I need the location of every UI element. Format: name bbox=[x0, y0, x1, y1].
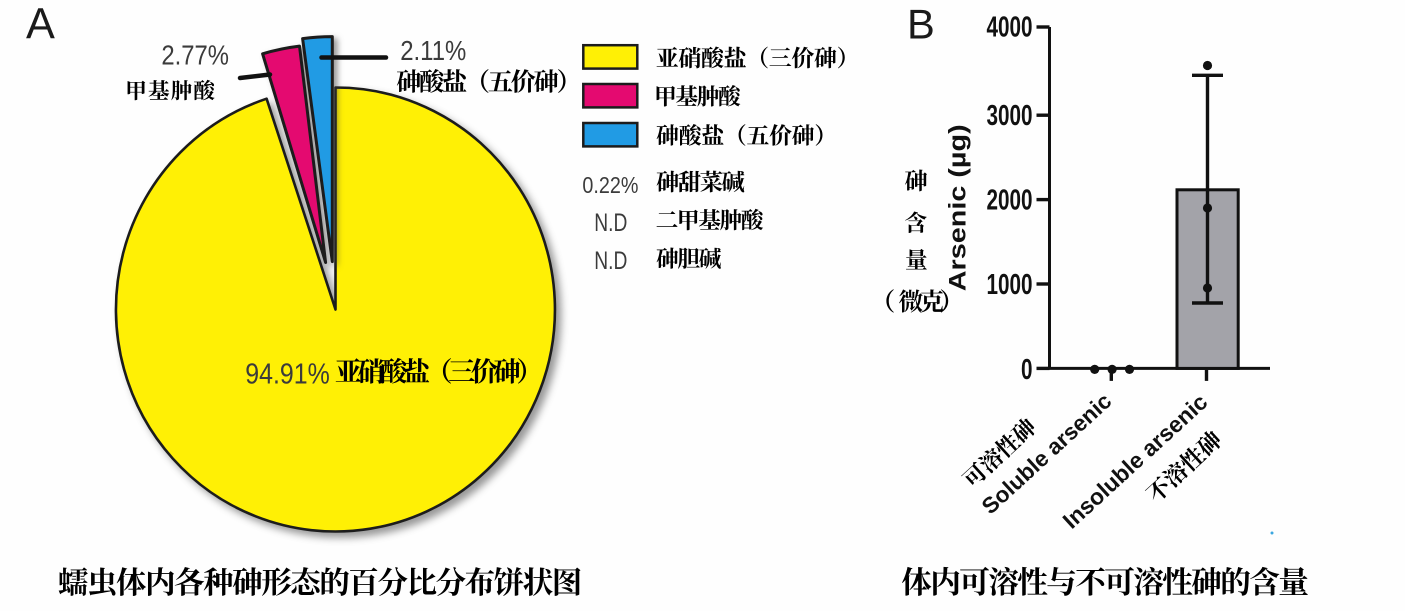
svg-text:N.D: N.D bbox=[594, 209, 627, 237]
svg-text:3000: 3000 bbox=[987, 100, 1033, 132]
svg-text:B: B bbox=[907, 0, 935, 47]
svg-text:4000: 4000 bbox=[987, 12, 1033, 44]
svg-text:2.11%: 2.11% bbox=[400, 35, 466, 66]
svg-text:0: 0 bbox=[1021, 354, 1033, 386]
svg-text:2000: 2000 bbox=[987, 184, 1033, 216]
svg-text:Arsenic (µg): Arsenic (µg) bbox=[943, 124, 970, 291]
svg-text:2.77%: 2.77% bbox=[161, 40, 229, 71]
svg-text:94.91%: 94.91% bbox=[245, 359, 329, 391]
svg-text:1000: 1000 bbox=[987, 269, 1033, 301]
svg-text:0.22%: 0.22% bbox=[582, 172, 638, 198]
svg-text:N.D: N.D bbox=[594, 247, 627, 275]
svg-text:A: A bbox=[26, 1, 55, 49]
